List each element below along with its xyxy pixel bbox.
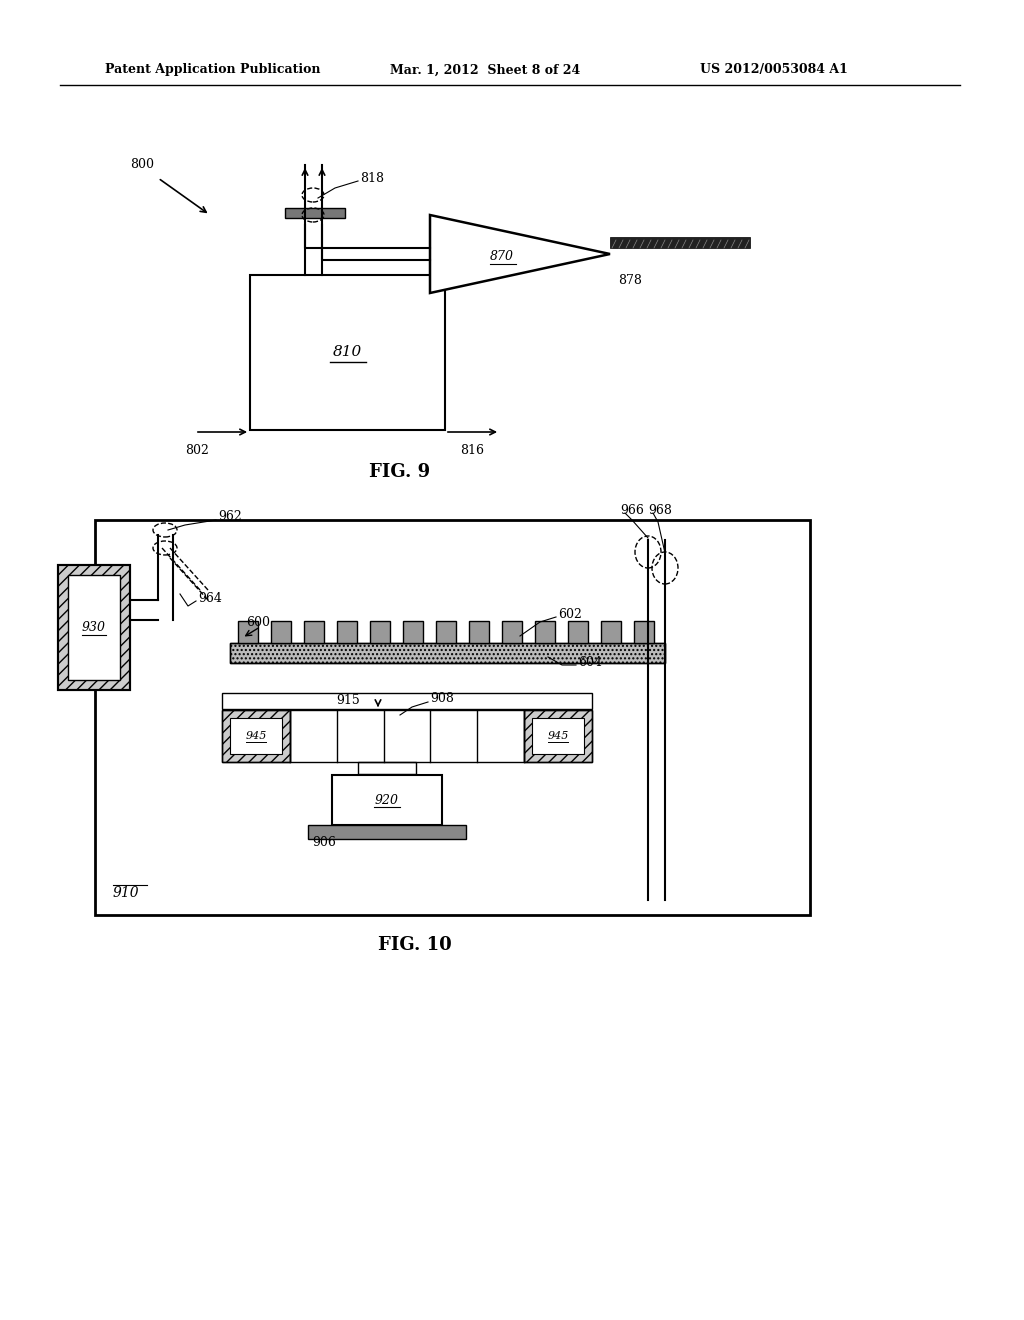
Bar (502, 620, 522, 643)
Bar (304, 620, 324, 643)
Text: 906: 906 (312, 837, 336, 850)
Bar (370, 620, 390, 643)
Text: 600: 600 (246, 615, 270, 628)
Text: 945: 945 (547, 731, 568, 741)
Bar (634, 620, 654, 643)
Text: 818: 818 (360, 172, 384, 185)
Text: 964: 964 (198, 591, 222, 605)
Text: 800: 800 (130, 158, 154, 172)
Text: 810: 810 (333, 346, 362, 359)
Polygon shape (430, 215, 610, 293)
Bar (469, 620, 489, 643)
Text: 878: 878 (618, 273, 642, 286)
Text: 802: 802 (185, 444, 209, 457)
Bar (358, 762, 416, 774)
Bar (535, 620, 555, 643)
Bar (230, 718, 282, 754)
Bar (222, 693, 592, 709)
Bar (436, 620, 456, 643)
Text: 920: 920 (375, 793, 399, 807)
Bar (568, 620, 588, 643)
Bar (95, 520, 810, 915)
Text: 915: 915 (336, 693, 359, 706)
Bar (532, 718, 584, 754)
Text: 604: 604 (578, 656, 602, 668)
Bar (222, 710, 290, 762)
Bar (230, 643, 665, 663)
Bar (68, 576, 120, 680)
Text: 870: 870 (490, 249, 514, 263)
Bar (230, 643, 665, 663)
Text: FIG. 10: FIG. 10 (378, 936, 452, 954)
Bar (403, 620, 423, 643)
Bar (250, 275, 445, 430)
Text: 908: 908 (430, 693, 454, 705)
Text: Patent Application Publication: Patent Application Publication (105, 63, 321, 77)
Bar (285, 209, 345, 218)
Text: 816: 816 (460, 444, 484, 457)
Text: FIG. 9: FIG. 9 (370, 463, 430, 480)
Text: US 2012/0053084 A1: US 2012/0053084 A1 (700, 63, 848, 77)
Text: 968: 968 (648, 503, 672, 516)
Bar (332, 775, 442, 825)
Text: 966: 966 (620, 503, 644, 516)
Text: 930: 930 (82, 620, 106, 634)
Text: 910: 910 (113, 886, 139, 900)
Bar (238, 620, 258, 643)
Bar (337, 620, 357, 643)
Bar (524, 710, 592, 762)
Bar (610, 238, 750, 248)
Bar (601, 620, 621, 643)
Bar (222, 710, 290, 762)
Bar (308, 825, 466, 840)
Bar (524, 710, 592, 762)
Text: Mar. 1, 2012  Sheet 8 of 24: Mar. 1, 2012 Sheet 8 of 24 (390, 63, 581, 77)
Text: 945: 945 (246, 731, 266, 741)
Text: 602: 602 (558, 607, 582, 620)
Bar (271, 620, 291, 643)
Bar (58, 565, 130, 690)
Text: 962: 962 (218, 511, 242, 524)
Bar (58, 565, 130, 690)
